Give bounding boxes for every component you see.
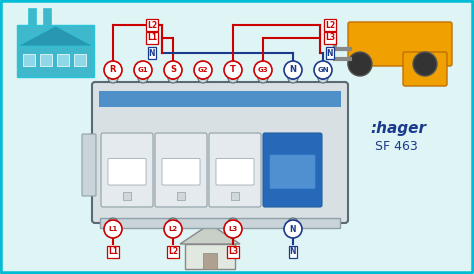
Circle shape [201, 76, 205, 80]
Circle shape [198, 73, 208, 83]
FancyBboxPatch shape [270, 155, 315, 189]
Bar [40, 54, 52, 66]
Text: S: S [170, 65, 176, 75]
Text: N: N [149, 48, 155, 58]
Circle shape [288, 73, 298, 83]
FancyBboxPatch shape [155, 133, 207, 207]
Circle shape [291, 221, 295, 225]
Polygon shape [180, 224, 240, 244]
Circle shape [231, 76, 235, 80]
FancyBboxPatch shape [403, 52, 447, 86]
Circle shape [261, 76, 265, 80]
Circle shape [134, 61, 152, 79]
Text: L2: L2 [168, 247, 178, 256]
Text: R: R [110, 65, 116, 75]
Circle shape [164, 220, 182, 238]
Circle shape [284, 220, 302, 238]
Circle shape [348, 52, 372, 76]
Text: N: N [290, 65, 297, 75]
Text: :hager: :hager [370, 121, 426, 136]
Circle shape [258, 73, 268, 83]
Bar [99, 91, 341, 107]
Circle shape [164, 61, 182, 79]
Circle shape [104, 61, 122, 79]
Text: G2: G2 [198, 67, 208, 73]
FancyBboxPatch shape [92, 82, 348, 223]
Circle shape [194, 61, 212, 79]
Circle shape [291, 76, 295, 80]
Circle shape [111, 221, 115, 225]
Bar [177, 192, 185, 200]
Text: T: T [230, 65, 236, 75]
FancyBboxPatch shape [162, 158, 200, 185]
Text: SF 463: SF 463 [375, 139, 418, 153]
Circle shape [284, 61, 302, 79]
Circle shape [108, 73, 118, 83]
Circle shape [168, 218, 178, 228]
Bar [74, 54, 86, 66]
FancyBboxPatch shape [209, 133, 261, 207]
Text: L2: L2 [147, 21, 157, 30]
Bar [28, 8, 36, 26]
Bar [231, 192, 239, 200]
Text: G1: G1 [137, 67, 148, 73]
Text: N: N [290, 247, 296, 256]
Text: L3: L3 [228, 247, 238, 256]
FancyBboxPatch shape [101, 133, 153, 207]
Circle shape [171, 221, 175, 225]
Circle shape [141, 76, 145, 80]
Text: L2: L2 [168, 226, 178, 232]
Bar [185, 244, 235, 269]
Bar [23, 54, 35, 66]
Circle shape [111, 76, 115, 80]
Circle shape [228, 73, 238, 83]
FancyBboxPatch shape [348, 22, 452, 66]
Circle shape [168, 73, 178, 83]
Circle shape [318, 73, 328, 83]
Circle shape [108, 218, 118, 228]
Circle shape [314, 61, 332, 79]
Bar [203, 253, 217, 269]
FancyBboxPatch shape [82, 134, 96, 196]
Circle shape [228, 218, 238, 228]
Circle shape [254, 61, 272, 79]
Bar [43, 8, 51, 26]
Circle shape [288, 218, 298, 228]
Text: L1: L1 [147, 33, 157, 42]
Circle shape [171, 76, 175, 80]
Text: L2: L2 [325, 21, 335, 30]
Text: L3: L3 [228, 226, 237, 232]
Text: GN: GN [317, 67, 329, 73]
Circle shape [138, 73, 148, 83]
Text: L1: L1 [108, 247, 118, 256]
Circle shape [224, 220, 242, 238]
Circle shape [321, 76, 325, 80]
FancyBboxPatch shape [263, 133, 322, 207]
Text: N: N [327, 48, 333, 58]
Bar [57, 54, 69, 66]
Bar [100, 218, 340, 228]
FancyBboxPatch shape [17, 25, 94, 77]
Circle shape [224, 61, 242, 79]
Text: G3: G3 [258, 67, 268, 73]
Text: N: N [290, 224, 296, 233]
Bar [123, 192, 131, 200]
FancyBboxPatch shape [108, 158, 146, 185]
Circle shape [413, 52, 437, 76]
Text: L1: L1 [109, 226, 118, 232]
FancyBboxPatch shape [216, 158, 254, 185]
Text: L3: L3 [325, 33, 335, 42]
Circle shape [231, 221, 235, 225]
Polygon shape [18, 26, 93, 46]
Circle shape [104, 220, 122, 238]
